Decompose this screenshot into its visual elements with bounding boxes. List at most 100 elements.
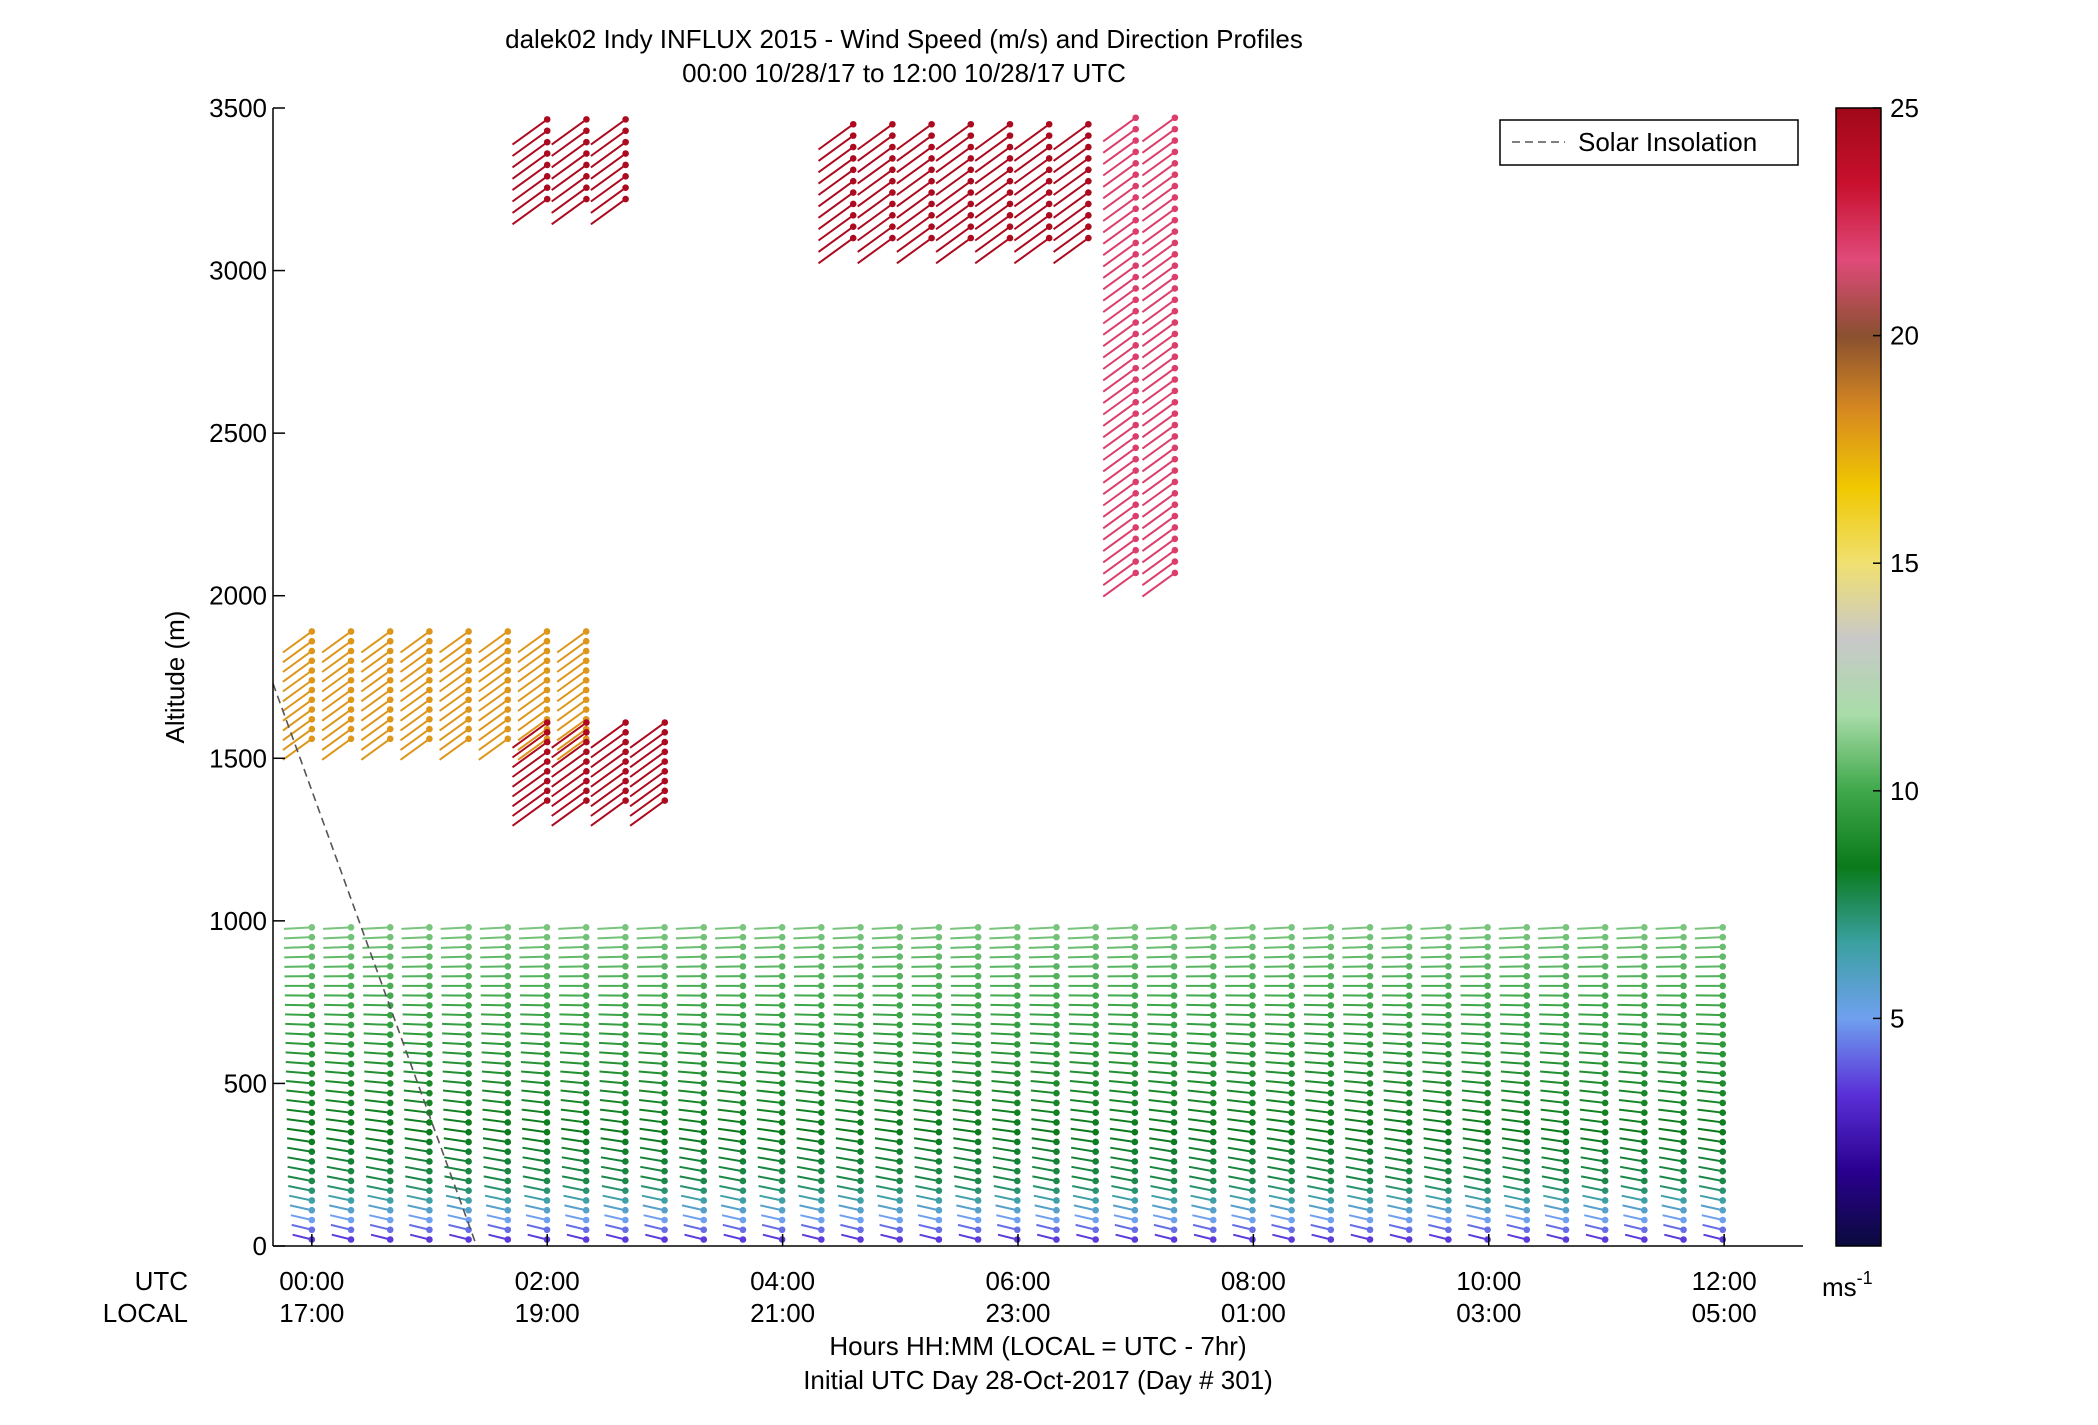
wind-barb	[1264, 1013, 1292, 1017]
wind-barb	[1504, 1204, 1527, 1212]
wind-barb-dot	[1249, 1226, 1256, 1234]
wind-barb-dot	[700, 1011, 708, 1019]
wind-barb	[1141, 276, 1176, 302]
wind-barb	[952, 1118, 979, 1124]
wind-barb	[1030, 1089, 1057, 1095]
wind-barb-dot	[582, 982, 590, 990]
x-tick-label-local: 19:00	[515, 1298, 580, 1328]
wind-barb-dot	[1132, 205, 1139, 213]
wind-barb	[323, 936, 352, 940]
wind-barb-dot	[1680, 1177, 1687, 1185]
wind-barb-dot	[426, 706, 433, 713]
wind-barb	[326, 1165, 352, 1173]
wind-barb	[718, 1137, 744, 1143]
wind-barb-dot	[622, 184, 629, 191]
wind-barb	[522, 1137, 548, 1143]
wind-barb	[1070, 1099, 1096, 1104]
wind-barb-dot	[1092, 1011, 1099, 1019]
wind-barb	[1036, 1233, 1057, 1241]
wind-barb	[1578, 1032, 1606, 1036]
wind-barb-dot	[1170, 1021, 1178, 1029]
wind-barb-dot	[543, 1119, 551, 1126]
wind-barb	[1141, 367, 1176, 393]
wind-barb-dot	[1327, 1226, 1335, 1234]
wind-barb	[1013, 180, 1050, 208]
wind-barb-dot	[426, 1167, 433, 1175]
wind-barb-dot	[1719, 1216, 1727, 1224]
wind-barb-dot	[543, 195, 551, 203]
wind-barb-dot	[308, 1226, 316, 1234]
wind-barb-dot	[543, 738, 551, 746]
wind-barb-dot	[1288, 1089, 1295, 1097]
wind-barb	[639, 1146, 665, 1153]
wind-barb-dot	[739, 1099, 747, 1107]
wind-barb	[1381, 926, 1410, 930]
wind-barb	[1110, 1165, 1136, 1173]
wind-barb	[681, 1204, 704, 1212]
wind-barb-dot	[700, 992, 708, 999]
wind-barb	[629, 760, 666, 788]
wind-barb-dot	[818, 982, 825, 990]
wind-barb-dot	[1170, 1099, 1178, 1107]
wind-barb-dot	[582, 963, 590, 970]
wind-barb-dot	[1132, 273, 1139, 281]
wind-barb	[517, 650, 548, 673]
wind-barb-dot	[1132, 182, 1139, 190]
wind-barb-dot	[582, 1236, 590, 1243]
wind-barb	[952, 1089, 979, 1095]
wind-barb-dot	[1006, 200, 1014, 208]
wind-barb	[1187, 1118, 1214, 1124]
wind-barb-dot	[465, 1089, 472, 1097]
wind-barb	[754, 945, 783, 949]
wind-barb	[1540, 1080, 1567, 1085]
wind-barb-dot	[1013, 1050, 1021, 1058]
wind-barb	[360, 630, 391, 654]
wind-barb	[292, 1233, 313, 1241]
wind-barb-dot	[543, 758, 551, 765]
wind-barb	[1149, 1165, 1175, 1173]
wind-barb	[679, 1175, 704, 1182]
wind-barb	[478, 708, 509, 732]
wind-barb-dot	[1132, 285, 1139, 292]
wind-barb-dot	[1366, 1119, 1374, 1126]
wind-barb	[834, 1070, 861, 1075]
wind-barb-dot	[1053, 1128, 1060, 1136]
wind-barb-dot	[778, 1206, 786, 1214]
wind-barb	[444, 1156, 469, 1163]
wind-barb-dot	[1484, 1158, 1491, 1165]
wind-barb	[1540, 1070, 1567, 1075]
wind-barb	[1109, 1137, 1136, 1143]
wind-barb-dot	[543, 992, 551, 999]
wind-barb-dot	[622, 1109, 629, 1116]
wind-barbs	[282, 114, 1727, 1243]
wind-barb-dot	[1132, 171, 1139, 178]
wind-barb-dot	[1641, 1089, 1648, 1097]
wind-barb	[1141, 424, 1176, 450]
wind-barb	[1342, 955, 1371, 959]
wind-barb-dot	[386, 686, 394, 694]
wind-barb	[638, 1051, 665, 1056]
wind-barb	[800, 1223, 822, 1231]
wind-barb	[403, 1041, 430, 1046]
wind-barb	[915, 1194, 940, 1202]
wind-barb	[1141, 469, 1176, 496]
wind-barb-dot	[1053, 1070, 1060, 1077]
wind-barb	[1617, 1041, 1645, 1046]
wind-barb	[1505, 1214, 1527, 1221]
wind-barb-dot	[818, 1050, 825, 1058]
wind-barb-dot	[1641, 1070, 1648, 1077]
wind-barb	[896, 237, 933, 265]
wind-barb	[1381, 955, 1410, 959]
wind-barb	[440, 955, 469, 959]
wind-barb	[832, 945, 861, 949]
wind-barb-dot	[1719, 1089, 1727, 1097]
wind-barb	[561, 1156, 587, 1163]
wind-barb	[409, 1233, 430, 1241]
wind-barb	[974, 225, 1011, 253]
wind-barb	[282, 679, 313, 703]
wind-barb-dot	[543, 767, 551, 775]
wind-barb	[797, 1175, 822, 1182]
wind-barb	[1227, 1156, 1253, 1163]
wind-barb	[561, 1165, 587, 1173]
wind-barb-dot	[465, 637, 472, 645]
